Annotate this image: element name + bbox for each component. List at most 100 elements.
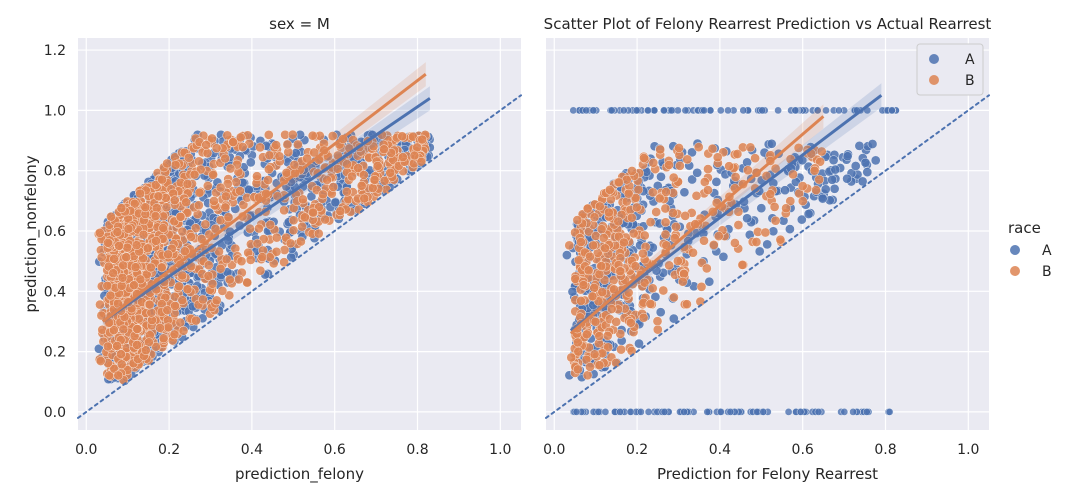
- data-point-b: [633, 184, 644, 195]
- data-point-b: [116, 359, 127, 370]
- data-point-b: [328, 182, 339, 192]
- data-point-b: [225, 163, 236, 174]
- data-point-b: [95, 299, 105, 310]
- data-point-b: [194, 156, 204, 167]
- band-point-a: [572, 408, 581, 416]
- data-point-b: [664, 160, 674, 170]
- band-point-a: [616, 408, 624, 416]
- data-point-b: [623, 188, 634, 199]
- data-point-b: [307, 130, 318, 141]
- data-point-b: [596, 224, 607, 234]
- data-point-b: [215, 182, 226, 193]
- data-point-b: [724, 161, 734, 171]
- data-point-b: [265, 219, 276, 230]
- data-point-b: [189, 169, 200, 180]
- data-point-b: [645, 299, 656, 309]
- data-point-b: [132, 340, 142, 350]
- data-point-b: [271, 140, 281, 150]
- band-point-a: [660, 106, 668, 115]
- data-point-b: [730, 238, 740, 248]
- data-point-b: [162, 305, 173, 316]
- data-point-a: [803, 209, 814, 219]
- band-point-a: [758, 106, 767, 115]
- data-point-b: [619, 237, 629, 248]
- data-point-b: [308, 207, 318, 218]
- data-point-b: [155, 323, 165, 333]
- data-point-b: [353, 163, 363, 173]
- data-point-b: [106, 211, 116, 222]
- data-point-b: [660, 217, 671, 228]
- data-point-a: [830, 164, 841, 175]
- figure-legend-marker-b: [1010, 266, 1020, 276]
- data-point-b: [313, 228, 324, 239]
- data-point-b: [263, 130, 274, 140]
- data-point-b: [263, 175, 273, 185]
- data-point-a: [330, 197, 341, 208]
- band-point-a: [667, 106, 676, 115]
- data-point-b: [660, 229, 671, 240]
- data-point-b: [682, 299, 692, 310]
- data-point-b: [626, 317, 636, 328]
- data-point-b: [707, 143, 718, 154]
- data-point-b: [369, 175, 380, 185]
- data-point-a: [567, 286, 578, 297]
- y-tick-label: 1.0: [44, 103, 66, 119]
- band-point-a: [703, 408, 712, 416]
- data-point-b: [353, 204, 364, 215]
- data-point-b: [257, 252, 268, 262]
- data-point-b: [132, 324, 142, 334]
- data-point-b: [130, 262, 141, 273]
- data-point-b: [614, 177, 624, 188]
- data-point-b: [300, 212, 310, 223]
- data-point-b: [594, 269, 605, 280]
- data-point-b: [234, 274, 244, 285]
- data-point-b: [589, 349, 600, 360]
- data-point-b: [112, 227, 123, 237]
- figure-legend-marker-a: [1010, 245, 1020, 255]
- data-point-b: [696, 281, 707, 292]
- data-point-b: [412, 142, 423, 153]
- data-point-b: [668, 172, 679, 183]
- data-point-b: [150, 211, 161, 221]
- data-point-b: [583, 265, 594, 276]
- data-point-b: [193, 200, 204, 211]
- data-point-a: [780, 185, 790, 195]
- data-point-b: [118, 324, 129, 335]
- data-point-b: [144, 299, 155, 310]
- left-panel-title: sex = M: [269, 15, 330, 33]
- data-point-a: [817, 193, 828, 204]
- y-tick-label: 0.4: [44, 284, 66, 300]
- data-point-b: [397, 131, 408, 142]
- data-point-b: [585, 251, 595, 262]
- data-point-a: [656, 171, 666, 182]
- data-point-b: [201, 140, 211, 150]
- data-point-b: [236, 256, 247, 267]
- data-point-b: [613, 216, 624, 227]
- data-point-b: [235, 132, 246, 143]
- band-point-a: [608, 106, 616, 115]
- figure-legend-label-a: A: [1042, 243, 1052, 259]
- data-point-b: [217, 286, 228, 296]
- data-point-b: [588, 240, 599, 251]
- y-tick-label: 0.8: [44, 164, 66, 180]
- band-point-a: [716, 408, 725, 416]
- data-point-b: [163, 249, 173, 260]
- data-point-b: [627, 166, 637, 176]
- data-point-b: [175, 317, 186, 328]
- data-point-b: [732, 149, 743, 159]
- inner-legend-label-b: B: [965, 73, 975, 89]
- data-point-b: [700, 177, 710, 187]
- data-point-b: [582, 203, 593, 214]
- data-point-a: [245, 157, 256, 168]
- data-point-b: [385, 167, 396, 178]
- band-point-a: [644, 408, 653, 416]
- data-point-b: [157, 174, 167, 185]
- left-panel: 0.0 0.2 0.4 0.6 0.8 1.00.00.20.40.60.81.01.2 …: [22, 15, 522, 484]
- data-point-b: [108, 268, 118, 279]
- data-point-b: [335, 206, 346, 216]
- data-point-b: [211, 295, 222, 306]
- data-point-b: [781, 203, 791, 214]
- data-point-a: [756, 203, 767, 213]
- data-point-b: [582, 370, 593, 381]
- data-point-b: [162, 158, 172, 169]
